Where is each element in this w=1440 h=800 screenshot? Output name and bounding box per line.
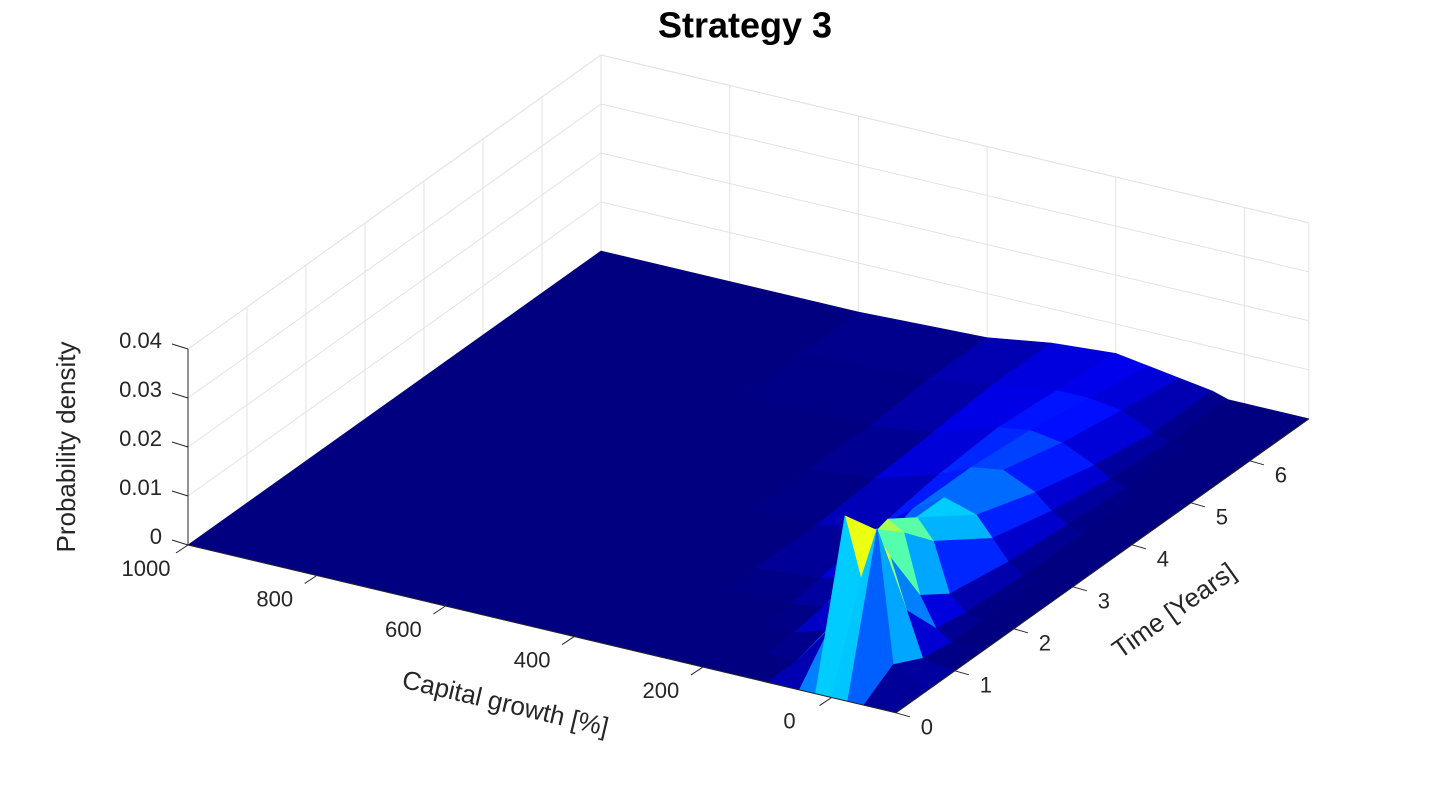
y-tick (1013, 628, 1029, 634)
x-axis (187, 544, 897, 714)
z-tick (171, 441, 189, 448)
grid-line (600, 152, 1310, 322)
y-tick (1190, 502, 1206, 508)
x-tick-label: 800 (256, 586, 293, 611)
grid-line (187, 201, 602, 497)
x-tick (819, 697, 832, 706)
x-axis-label: Capital growth [%] (399, 664, 611, 742)
y-tick (954, 670, 970, 676)
y-tick-label: 2 (1039, 631, 1051, 656)
x-tick-label: 600 (385, 617, 422, 642)
x-tick (561, 636, 575, 645)
y-tick (1131, 544, 1147, 550)
z-tick-label: 0.03 (119, 377, 162, 402)
x-tick-label: 1000 (122, 556, 171, 581)
box-edge (600, 54, 1310, 224)
x-tick (175, 544, 189, 554)
y-tick-label: 4 (1157, 547, 1169, 572)
y-tick (1249, 460, 1265, 466)
y-tick-label: 5 (1216, 505, 1228, 530)
z-axis-label: Probability density (51, 342, 81, 553)
z-tick-label: 0.01 (119, 475, 162, 500)
grid-line (187, 152, 602, 448)
y-tick-label: 0 (921, 715, 933, 740)
chart-title: Strategy 3 (658, 5, 832, 46)
y-axis-label: Time [Years] (1106, 556, 1241, 664)
z-tick (171, 392, 189, 399)
x-tick (304, 575, 317, 584)
x-tick-label: 400 (514, 647, 551, 672)
z-tick-label: 0 (150, 524, 162, 549)
grid-line (187, 103, 602, 399)
surface (187, 250, 1310, 714)
y-axis (895, 418, 1310, 714)
x-tick-label: 200 (642, 678, 679, 703)
x-tick (690, 666, 704, 676)
z-tick-label: 0.02 (119, 426, 162, 451)
z-tick (171, 343, 189, 350)
grid-line (600, 103, 1310, 273)
x-tick-label: 0 (783, 708, 795, 733)
y-tick-label: 3 (1098, 589, 1110, 614)
z-tick (171, 539, 189, 546)
z-tick (171, 490, 189, 497)
y-tick (895, 712, 911, 718)
grid-line (600, 201, 1310, 371)
y-tick-label: 6 (1275, 463, 1287, 488)
y-tick (1072, 586, 1088, 592)
x-tick (433, 605, 446, 615)
z-tick-label: 0.04 (119, 328, 162, 353)
grid (187, 54, 1310, 546)
box-edge (187, 54, 602, 350)
y-tick-label: 1 (980, 673, 992, 698)
